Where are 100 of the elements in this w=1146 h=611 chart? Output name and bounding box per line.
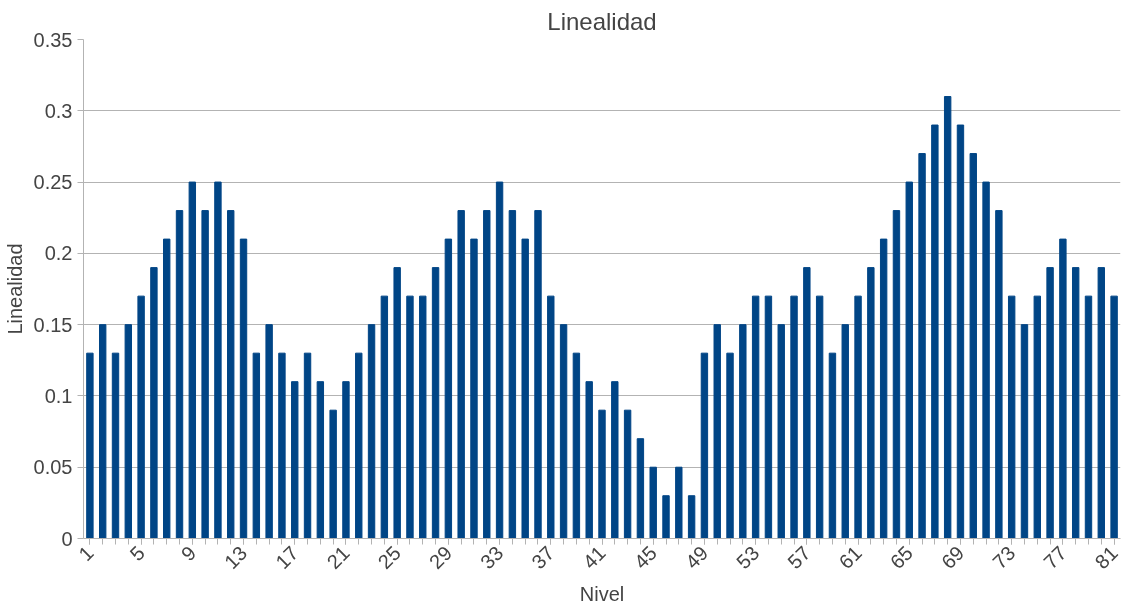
- bar: [521, 238, 529, 539]
- bar: [367, 324, 376, 539]
- x-tick-label: 53: [732, 541, 764, 574]
- x-tick-label: 45: [629, 541, 661, 574]
- bar: [111, 352, 120, 539]
- bar: [751, 295, 760, 539]
- bar: [777, 324, 785, 539]
- x-tick-label: 5: [125, 541, 149, 566]
- x-tick-label: 41: [578, 541, 610, 574]
- x-tick-label: 21: [322, 541, 354, 574]
- bar: [444, 238, 453, 539]
- bar: [726, 352, 734, 539]
- bar: [956, 124, 965, 539]
- bar: [598, 409, 606, 539]
- x-tick-label: 73: [988, 541, 1020, 574]
- bar: [764, 295, 773, 539]
- bar: [431, 267, 440, 539]
- y-tick-label: 0.15: [33, 313, 73, 336]
- y-tick-label: 0.35: [33, 28, 73, 51]
- bar: [470, 238, 478, 539]
- bar: [623, 409, 632, 539]
- bar: [175, 210, 184, 539]
- y-tick-label: 0: [61, 527, 73, 550]
- x-tick-label: 9: [176, 541, 201, 566]
- x-tick-label: 77: [1039, 541, 1071, 574]
- bar: [329, 409, 337, 539]
- bar: [495, 181, 504, 539]
- bar: [969, 153, 977, 539]
- x-tick-label: 13: [220, 541, 252, 574]
- x-tick-label: 61: [834, 541, 866, 574]
- x-tick-label: 29: [424, 541, 457, 574]
- bar: [265, 324, 273, 539]
- bar: [982, 181, 990, 539]
- bar: [150, 267, 158, 539]
- x-tick-label: 65: [885, 541, 918, 574]
- bar: [713, 324, 721, 539]
- x-tick-label: 1: [74, 541, 98, 566]
- bar: [867, 267, 875, 539]
- bar: [355, 352, 363, 539]
- bar: [790, 295, 798, 539]
- bar: [585, 381, 593, 539]
- bar: [700, 352, 709, 539]
- bar: [995, 210, 1003, 539]
- bar: [1071, 267, 1080, 539]
- bar: [1059, 238, 1067, 539]
- bar: [572, 352, 581, 539]
- bar: [239, 238, 248, 539]
- x-tick-label: 81: [1090, 541, 1122, 574]
- bar: [188, 181, 197, 539]
- bar: [508, 210, 517, 539]
- bar: [227, 210, 235, 539]
- bar: [547, 295, 555, 539]
- bar: [879, 238, 888, 539]
- bar: [137, 295, 145, 539]
- bar: [815, 295, 824, 539]
- x-tick-label: 33: [476, 541, 508, 574]
- bar: [918, 153, 926, 539]
- x-tick-label: 69: [936, 541, 969, 574]
- bar: [201, 210, 209, 539]
- x-tick-label: 25: [373, 541, 405, 574]
- bar: [380, 295, 389, 539]
- bar: [303, 352, 312, 539]
- bar: [636, 438, 645, 539]
- y-tick-label: 0.3: [44, 99, 73, 122]
- bar: [1110, 295, 1118, 539]
- chart-title: Linealidad: [547, 7, 657, 35]
- bar: [457, 210, 465, 539]
- x-tick-label: 17: [271, 541, 303, 574]
- bar: [124, 324, 133, 539]
- y-axis-title: Linealidad: [3, 243, 26, 335]
- bar: [1046, 267, 1054, 539]
- bar: [278, 352, 286, 539]
- y-tick-label: 0.1: [44, 384, 73, 407]
- bar: [739, 324, 747, 539]
- bar: [483, 210, 491, 539]
- bar: [1084, 295, 1093, 539]
- bar: [803, 267, 811, 539]
- bar: [1097, 267, 1105, 539]
- bar: [611, 381, 619, 539]
- bar: [252, 352, 261, 539]
- bar: [1007, 295, 1016, 539]
- bar: [316, 381, 325, 539]
- bar: [1020, 324, 1029, 539]
- x-tick-label: 57: [783, 541, 815, 574]
- bar: [662, 495, 670, 539]
- bar: [534, 210, 542, 539]
- x-axis-title: Nivel: [579, 583, 625, 606]
- bar: [419, 295, 427, 539]
- bar: [86, 352, 94, 539]
- bar: [406, 295, 414, 539]
- bar: [393, 267, 401, 539]
- bar: [854, 295, 862, 539]
- bar: [1033, 295, 1041, 539]
- y-tick-label: 0.05: [33, 456, 73, 479]
- y-tick-label: 0.25: [33, 171, 73, 194]
- bar: [905, 181, 913, 539]
- bar: [931, 124, 939, 539]
- bar: [943, 96, 952, 539]
- bar: [828, 352, 837, 539]
- bar: [892, 210, 901, 539]
